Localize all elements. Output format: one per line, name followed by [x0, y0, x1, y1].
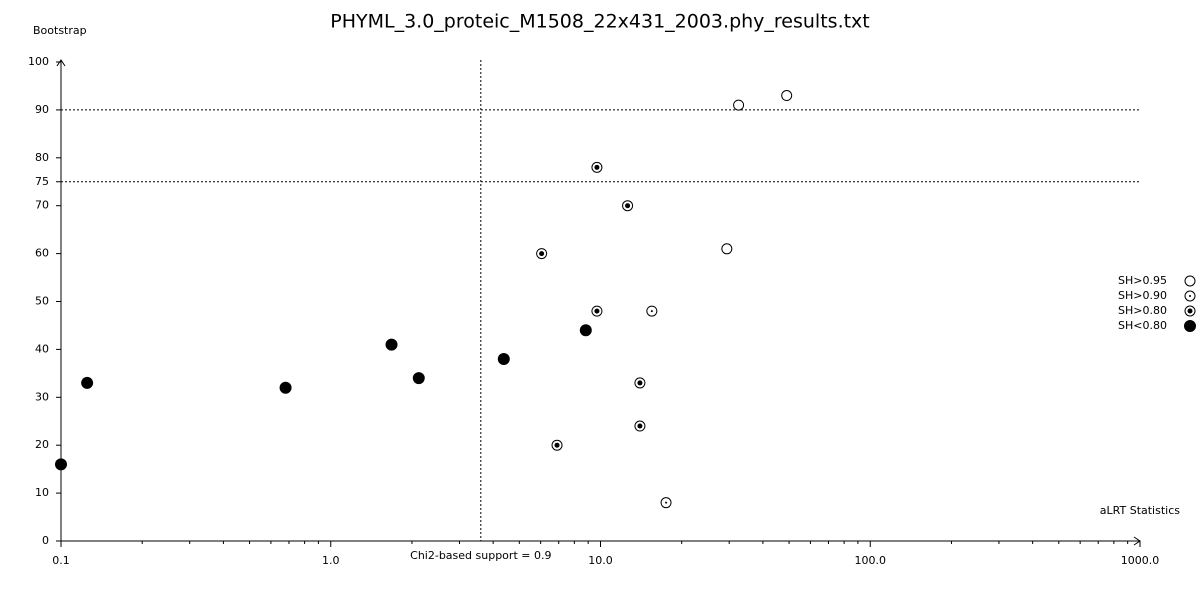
legend-marker: [1184, 320, 1196, 332]
legend-label: SH>0.80: [1118, 304, 1167, 317]
axis-arrows: [56, 59, 1141, 546]
point: [497, 352, 510, 365]
point-center: [650, 310, 653, 313]
point-center: [539, 251, 545, 257]
point-center: [665, 501, 668, 504]
point-center: [1189, 295, 1191, 297]
legend-label: SH<0.80: [1118, 319, 1167, 332]
y-tick-label: 60: [35, 247, 49, 260]
legend-marker: [1184, 275, 1196, 287]
point: [385, 338, 398, 351]
point: [781, 90, 793, 102]
y-tick-label: 30: [35, 390, 49, 403]
x-tick-label: 10.0: [588, 554, 613, 567]
point: [81, 376, 94, 389]
reference-label: Chi2-based support = 0.9: [410, 549, 551, 562]
y-tick-label: 20: [35, 438, 49, 451]
point: [412, 372, 425, 385]
point-center: [1187, 308, 1193, 314]
x-tick-label: 1000.0: [1121, 554, 1160, 567]
point: [55, 458, 67, 471]
point-center: [594, 164, 600, 170]
y-tick-label: 50: [35, 295, 49, 308]
point: [733, 99, 745, 111]
x-tick-label: 0.1: [52, 554, 70, 567]
y-tick-label: 10: [35, 486, 49, 499]
y-tick-label: 70: [35, 199, 49, 212]
point-center: [625, 203, 631, 209]
x-axis-label: aLRT Statistics: [1100, 504, 1180, 517]
point-center: [637, 380, 643, 386]
y-tick-label: 90: [35, 103, 49, 116]
y-tick-label: 0: [42, 534, 49, 547]
y-tick-label: 75: [35, 175, 49, 188]
x-tick-label: 100.0: [855, 554, 887, 567]
point-center: [554, 442, 560, 448]
point: [279, 381, 292, 394]
legend-label: SH>0.95: [1118, 274, 1167, 287]
y-tick-label: 80: [35, 151, 49, 164]
y-tick-label: 100: [28, 55, 49, 68]
point: [721, 243, 733, 255]
x-tick-label: 1.0: [322, 554, 340, 567]
point: [579, 324, 592, 337]
point-center: [637, 423, 643, 429]
y-tick-label: 40: [35, 342, 49, 355]
chart-title: PHYML_3.0_proteic_M1508_22x431_2003.phy_…: [330, 11, 870, 33]
point-center: [594, 308, 600, 314]
y-axis-label: Bootstrap: [33, 24, 87, 37]
legend-label: SH>0.90: [1118, 289, 1167, 302]
